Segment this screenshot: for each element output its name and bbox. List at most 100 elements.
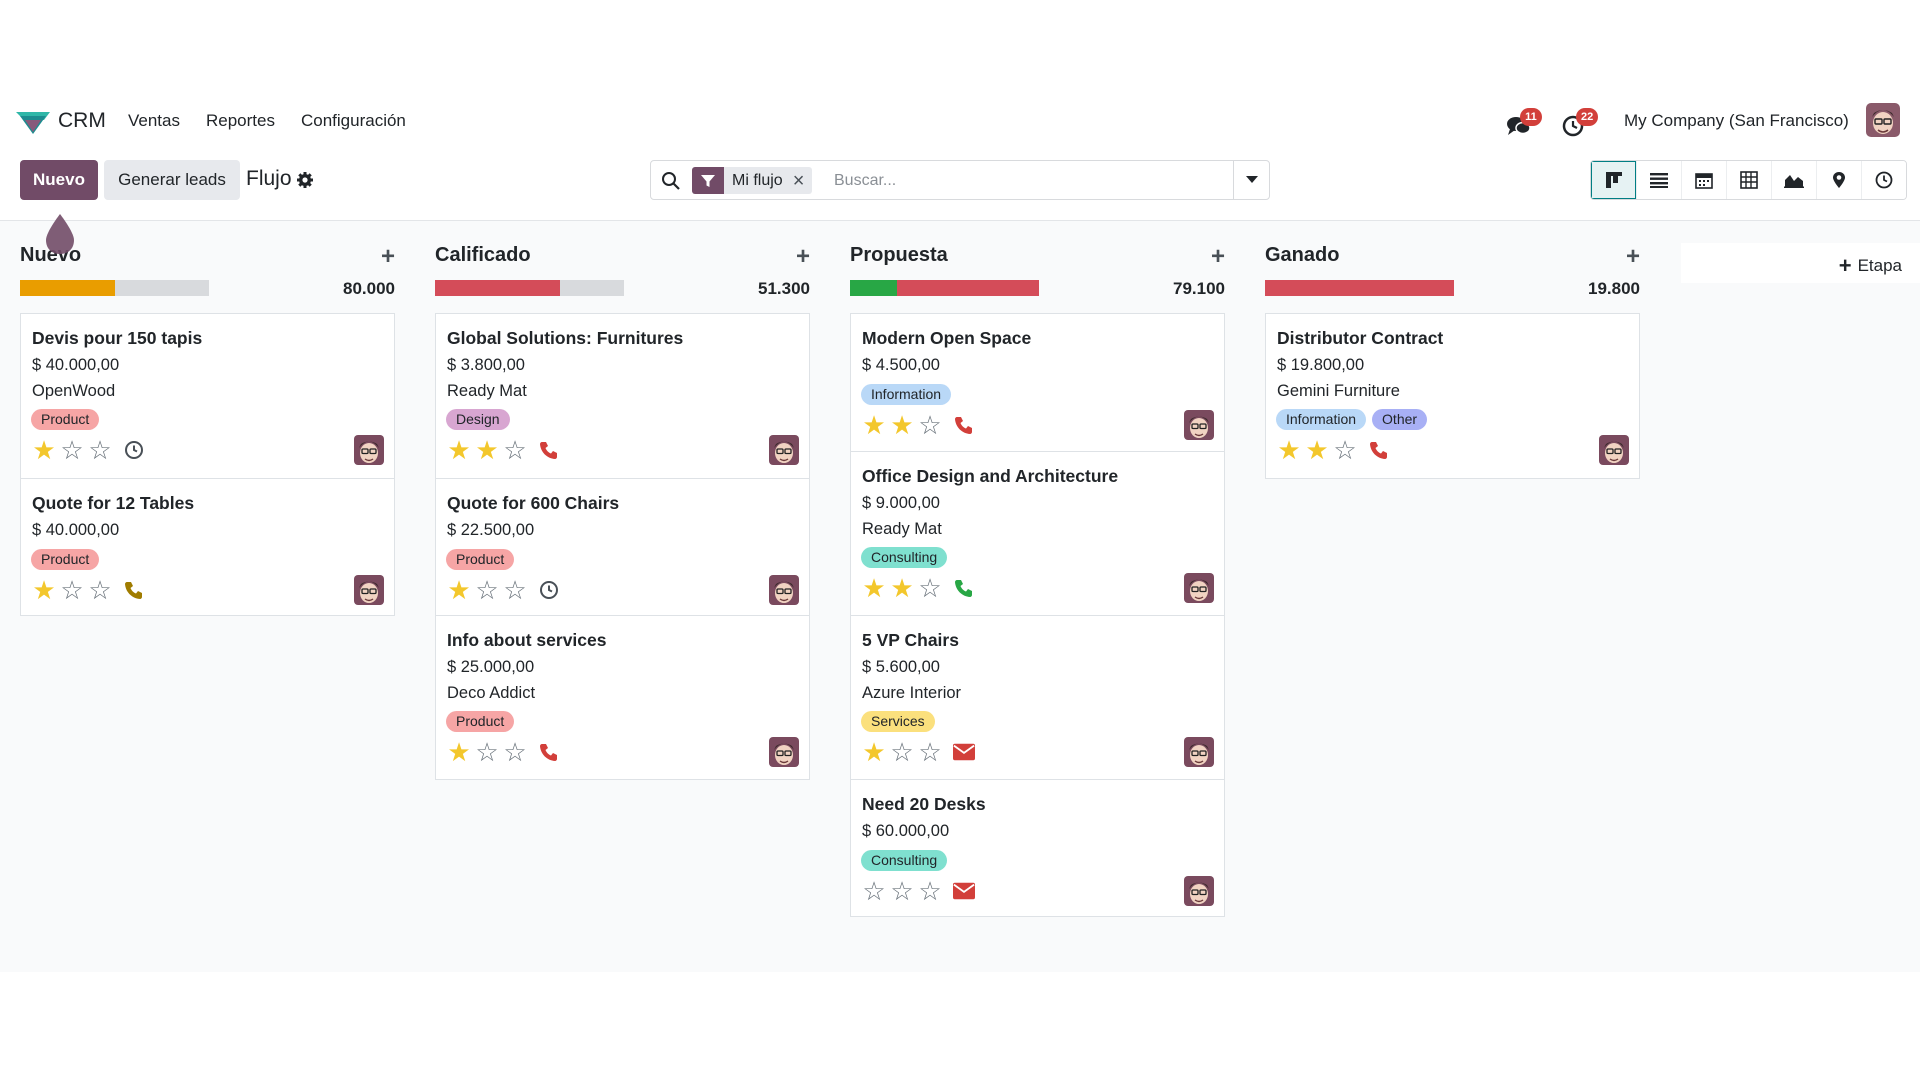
user-avatar[interactable] — [1866, 103, 1900, 137]
phone-green-icon[interactable] — [953, 577, 975, 599]
clock-icon[interactable] — [538, 579, 560, 601]
star-filled-icon[interactable]: ★ — [32, 435, 56, 465]
progress-segment[interactable] — [20, 280, 115, 296]
star-empty-icon[interactable]: ☆ — [918, 737, 942, 767]
gear-icon[interactable] — [296, 171, 314, 189]
kanban-card[interactable]: Distributor Contract $ 19.800,00 Gemini Fu… — [1266, 314, 1639, 478]
star-filled-icon[interactable]: ★ — [475, 435, 499, 465]
kanban-card[interactable]: Need 20 Desks $ 60.000,00 Consulting ☆ ☆ ☆ — [851, 779, 1224, 916]
phone-red-icon[interactable] — [538, 439, 560, 461]
envelope-icon[interactable] — [953, 880, 975, 902]
graph-view-button[interactable] — [1771, 161, 1816, 199]
star-filled-icon[interactable]: ★ — [32, 575, 56, 605]
salesperson-avatar[interactable] — [1184, 876, 1214, 906]
salesperson-avatar[interactable] — [769, 575, 799, 605]
salesperson-avatar[interactable] — [1184, 737, 1214, 767]
column-progress-bar[interactable] — [435, 280, 624, 296]
column-title[interactable]: Ganado — [1265, 244, 1340, 266]
kanban-card[interactable]: Office Design and Architecture $ 9.000,00… — [851, 451, 1224, 615]
salesperson-avatar[interactable] — [354, 435, 384, 465]
menu-reportes[interactable]: Reportes — [206, 111, 275, 130]
menu-configuracion[interactable]: Configuración — [300, 111, 406, 130]
kanban-card[interactable]: Quote for 600 Chairs $ 22.500,00 Product ★ ☆… — [436, 478, 809, 615]
pivot-view-button[interactable] — [1726, 161, 1771, 199]
star-empty-icon[interactable]: ☆ — [1333, 435, 1357, 465]
star-filled-icon[interactable]: ★ — [447, 737, 471, 767]
phone-red-icon[interactable] — [538, 741, 560, 763]
app-name[interactable]: CRM — [58, 109, 106, 132]
salesperson-avatar[interactable] — [1184, 410, 1214, 440]
salesperson-avatar[interactable] — [769, 737, 799, 767]
quick-create-plus-icon[interactable]: + — [380, 243, 395, 270]
kanban-card[interactable]: Modern Open Space $ 4.500,00 Information ★ ★… — [851, 314, 1224, 451]
column-progress-bar[interactable] — [20, 280, 209, 296]
calendar-view-button[interactable] — [1681, 161, 1726, 199]
phone-red-icon[interactable] — [953, 414, 975, 436]
new-button[interactable]: Nuevo — [20, 160, 98, 200]
phone-red-icon[interactable] — [1368, 439, 1390, 461]
star-empty-icon[interactable]: ☆ — [503, 575, 527, 605]
kanban-card[interactable]: Devis pour 150 tapis $ 40.000,00 OpenWood P… — [21, 314, 394, 478]
kanban-card[interactable]: 5 VP Chairs $ 5.600,00 Azure Interior Servi… — [851, 615, 1224, 779]
star-empty-icon[interactable]: ☆ — [60, 575, 84, 605]
activities-button[interactable]: 22 — [1562, 108, 1599, 138]
crm-logo-icon[interactable] — [14, 108, 52, 136]
column-progress-bar[interactable] — [850, 280, 1039, 296]
star-filled-icon[interactable]: ★ — [890, 573, 914, 603]
quick-create-plus-icon[interactable]: + — [795, 243, 810, 270]
progress-segment[interactable] — [1265, 280, 1454, 296]
star-empty-icon[interactable]: ☆ — [475, 575, 499, 605]
star-empty-icon[interactable]: ☆ — [890, 876, 914, 906]
star-filled-icon[interactable]: ★ — [862, 573, 886, 603]
column-title[interactable]: Propuesta — [850, 244, 948, 266]
search-options-toggle[interactable] — [1233, 161, 1269, 199]
star-filled-icon[interactable]: ★ — [447, 575, 471, 605]
search-input[interactable] — [834, 167, 1234, 194]
star-filled-icon[interactable]: ★ — [1277, 435, 1301, 465]
star-filled-icon[interactable]: ★ — [890, 410, 914, 440]
star-filled-icon[interactable]: ★ — [862, 737, 886, 767]
star-empty-icon[interactable]: ☆ — [890, 737, 914, 767]
menu-ventas[interactable]: Ventas — [128, 111, 180, 130]
kanban-card[interactable]: Info about services $ 25.000,00 Deco Addic… — [436, 615, 809, 779]
star-filled-icon[interactable]: ★ — [1305, 435, 1329, 465]
quick-create-plus-icon[interactable]: + — [1210, 243, 1225, 270]
messages-button[interactable]: 11 — [1506, 108, 1542, 138]
column-title[interactable]: Calificado — [435, 244, 531, 266]
star-empty-icon[interactable]: ☆ — [475, 737, 499, 767]
phone-brown-icon[interactable] — [123, 579, 145, 601]
progress-segment[interactable] — [435, 280, 560, 296]
star-empty-icon[interactable]: ☆ — [862, 876, 886, 906]
star-empty-icon[interactable]: ☆ — [60, 435, 84, 465]
salesperson-avatar[interactable] — [1184, 573, 1214, 603]
column-progress-bar[interactable] — [1265, 280, 1454, 296]
kanban-card[interactable]: Quote for 12 Tables $ 40.000,00 Product ★ ☆ ☆ — [21, 478, 394, 615]
progress-segment[interactable] — [850, 280, 898, 296]
star-filled-icon[interactable]: ★ — [862, 410, 886, 440]
company-switcher[interactable]: My Company (San Francisco) — [1624, 111, 1849, 130]
star-empty-icon[interactable]: ☆ — [918, 876, 942, 906]
star-empty-icon[interactable]: ☆ — [918, 573, 942, 603]
list-view-button[interactable] — [1636, 161, 1681, 199]
add-stage-button[interactable]: + Etapa — [1681, 243, 1920, 283]
kanban-view-button[interactable] — [1591, 161, 1636, 199]
envelope-icon[interactable] — [953, 741, 975, 763]
clock-icon[interactable] — [123, 439, 145, 461]
search-icon[interactable] — [661, 171, 681, 191]
activity-view-button[interactable] — [1861, 161, 1906, 199]
star-empty-icon[interactable]: ☆ — [503, 737, 527, 767]
star-empty-icon[interactable]: ☆ — [918, 410, 942, 440]
star-empty-icon[interactable]: ☆ — [503, 435, 527, 465]
salesperson-avatar[interactable] — [354, 575, 384, 605]
salesperson-avatar[interactable] — [1599, 435, 1629, 465]
star-empty-icon[interactable]: ☆ — [88, 435, 112, 465]
star-empty-icon[interactable]: ☆ — [88, 575, 112, 605]
map-view-button[interactable] — [1816, 161, 1861, 199]
kanban-card[interactable]: Global Solutions: Furnitures $ 3.800,00 Re… — [436, 314, 809, 478]
progress-segment[interactable] — [897, 280, 1039, 296]
quick-create-plus-icon[interactable]: + — [1625, 243, 1640, 270]
star-filled-icon[interactable]: ★ — [447, 435, 471, 465]
generate-leads-button[interactable]: Generar leads — [104, 160, 240, 200]
facet-remove-icon[interactable]: × — [792, 169, 805, 192]
salesperson-avatar[interactable] — [769, 435, 799, 465]
